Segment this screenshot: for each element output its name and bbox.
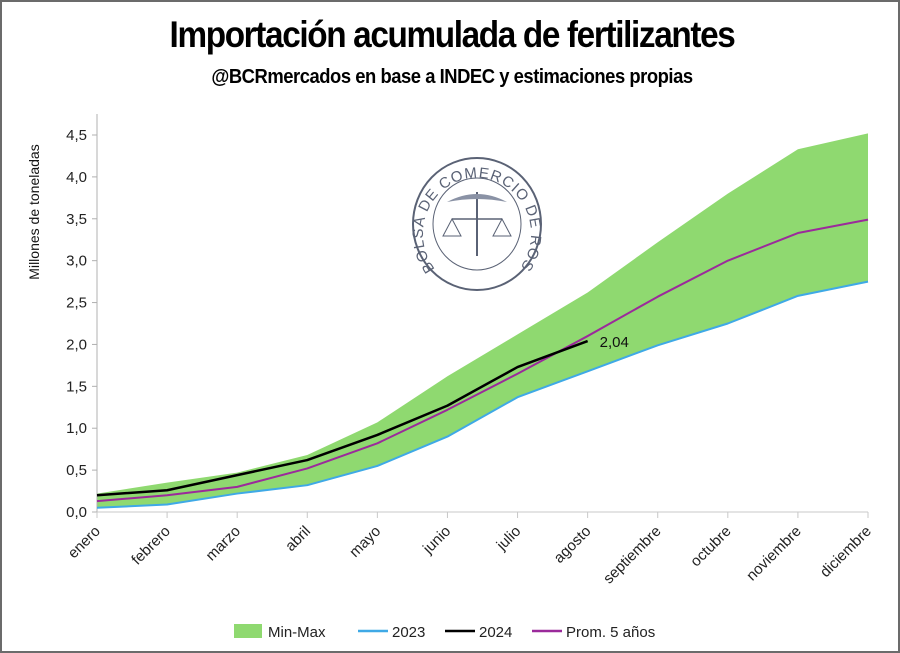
x-tick-label: abril <box>282 523 314 555</box>
legend-swatch-min-max <box>234 624 262 638</box>
x-tick-label: enero <box>65 523 104 562</box>
y-tick-label: 4,5 <box>66 127 87 144</box>
y-tick-label: 2,5 <box>66 295 87 312</box>
band-min-max <box>97 133 868 508</box>
y-tick-label: 1,5 <box>66 378 87 395</box>
y-tick-label: 0,5 <box>66 462 87 479</box>
y-tick-label: 3,5 <box>66 211 87 228</box>
y-tick-label: 1,0 <box>66 420 87 437</box>
legend-label-min-max: Min-Max <box>268 624 326 641</box>
x-tick-label: marzo <box>203 523 244 564</box>
chart-title: Importación acumulada de fertilizantes <box>169 14 736 55</box>
series-line-2023 <box>96 280 869 509</box>
x-tick-label: mayo <box>346 523 384 561</box>
x-tick-label: agosto <box>551 523 595 567</box>
series-line-2024 <box>96 339 589 497</box>
legend-label-1: 2024 <box>479 624 512 641</box>
data-label-2024-agosto: 2,04 <box>600 334 629 351</box>
x-tick-label: febrero <box>128 523 174 569</box>
y-tick-label: 4,0 <box>66 169 87 186</box>
wings-icon <box>447 194 507 202</box>
y-axis-label: Millones de toneladas <box>26 144 42 279</box>
x-tick-label: julio <box>493 523 525 555</box>
x-tick-label: octubre <box>687 523 734 570</box>
legend-label-2: Prom. 5 años <box>566 624 655 641</box>
x-tick-label: noviembre <box>743 523 805 585</box>
x-tick-label: septiembre <box>600 523 664 587</box>
series-line-prom-5-a-os <box>96 218 869 503</box>
x-tick-label: junio <box>419 523 454 558</box>
y-tick-label: 0,0 <box>66 504 87 521</box>
legend-label-0: 2023 <box>392 624 425 641</box>
y-tick-label: 2,0 <box>66 336 87 353</box>
chart-subtitle: @BCRmercados en base a INDEC y estimacio… <box>211 66 693 88</box>
x-tick-label: diciembre <box>817 523 875 581</box>
seal-inner-ring <box>432 177 522 271</box>
scales-icon <box>442 217 512 237</box>
y-tick-label: 3,0 <box>66 253 87 270</box>
